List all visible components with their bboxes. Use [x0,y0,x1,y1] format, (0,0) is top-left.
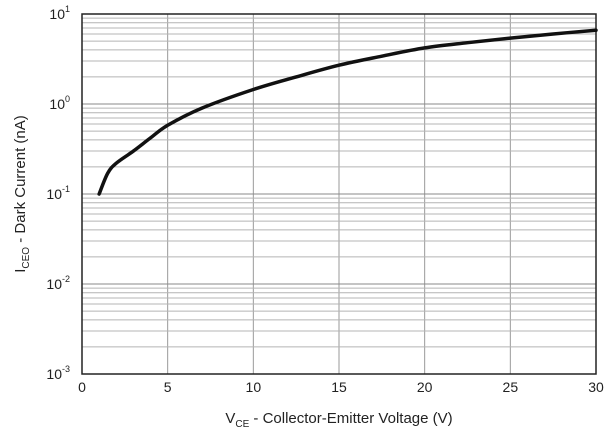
x-tick-label: 15 [331,379,347,395]
grid [81,14,597,375]
y-tick-label: 10-1 [46,184,70,202]
y-tick-labels: 101 100 10-1 10-2 10-3 [46,4,70,382]
x-tick-label: 20 [417,379,433,395]
y-tick-label: 10-3 [46,364,70,382]
dark-current-series-line [97,28,598,196]
x-tick-label: 25 [503,379,519,395]
x-tick-label: 5 [164,379,172,395]
x-axis-label: VCE - Collector-Emitter Voltage (V) [225,410,452,430]
x-tick-label: 30 [588,379,604,395]
y-tick-label: 101 [49,4,70,22]
series-layer [97,28,598,196]
x-tick-label: 0 [78,379,86,395]
y-tick-label: 100 [49,94,70,112]
plot-frame [81,13,597,375]
y-tick-label: 10-2 [46,274,70,292]
x-tick-labels: 0 5 10 15 20 25 30 [78,379,604,395]
x-tick-label: 10 [246,379,262,395]
y-axis-label: ICEO - Dark Current (nA) [12,115,32,273]
